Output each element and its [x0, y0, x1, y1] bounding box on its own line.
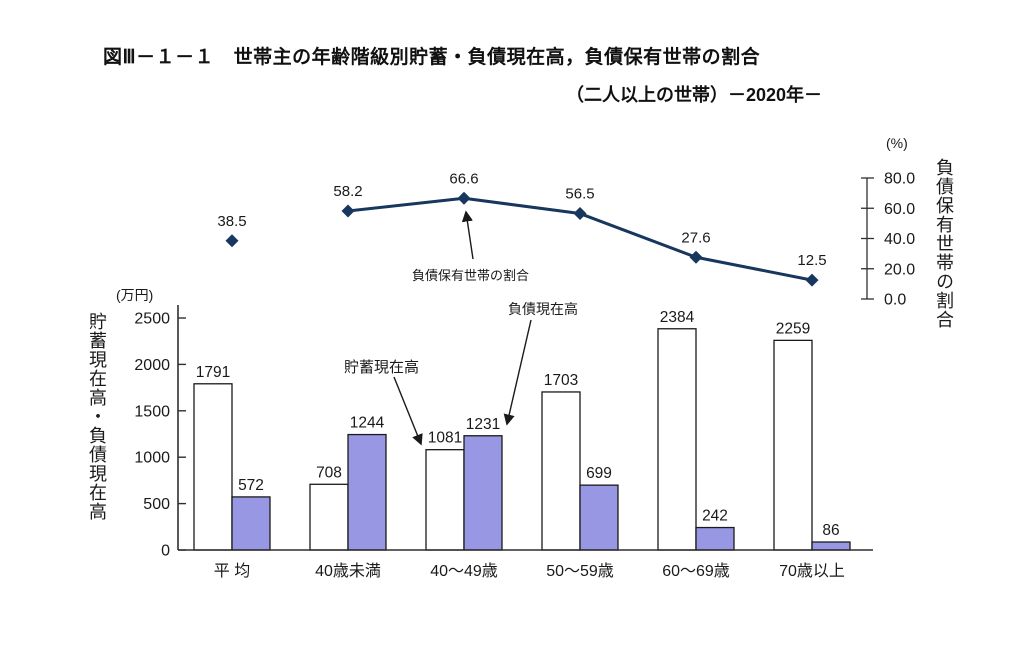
annotation-arrow-ratio: [461, 210, 474, 260]
figure-title: 図Ⅲ－１－１ 世帯主の年齢階級別貯蓄・負債現在高，負債保有世帯の割合: [103, 47, 761, 68]
debt-bar-2: [463, 435, 503, 551]
left-axis-tick-label-1500: 1500: [134, 403, 170, 420]
category-label-0: 平 均: [214, 562, 250, 580]
ratio-marker-1: [341, 204, 355, 218]
annotation-arrow-debt: [503, 319, 532, 426]
debt-bar-value-2: 1231: [466, 416, 500, 433]
debt-bar-value-4: 242: [702, 508, 728, 525]
ratio-point-value-2: 66.6: [449, 170, 478, 187]
left-axis-tick-label-500: 500: [143, 496, 170, 513]
left-axis-tick-label-0: 0: [161, 543, 170, 560]
ratio-marker-4: [689, 250, 703, 264]
ratio-marker-0: [225, 234, 239, 248]
ratio-point-value-4: 27.6: [681, 229, 710, 246]
category-label-2: 40～49歳: [430, 562, 498, 580]
debt-bar-3: [579, 484, 619, 551]
left-axis-tick-label-2000: 2000: [134, 357, 170, 374]
right-axis-tick-label-4: 80.0: [884, 171, 915, 188]
savings-bar-value-3: 1703: [544, 372, 578, 389]
debt-bar-1: [347, 433, 387, 551]
ratio-point-value-0: 38.5: [217, 213, 246, 230]
annotation-debt: 負債現在高: [508, 301, 578, 317]
debt-bar-value-3: 699: [586, 465, 612, 482]
savings-bar-value-4: 2384: [660, 309, 695, 326]
ratio-marker-5: [805, 273, 819, 287]
ratio-marker-3: [573, 207, 587, 221]
savings-bar-value-2: 1081: [428, 430, 462, 447]
ratio-point-value-3: 56.5: [565, 186, 594, 203]
right-axis-tick-label-1: 20.0: [884, 261, 915, 278]
debt-bar-value-1: 1244: [350, 415, 385, 432]
category-label-3: 50～59歳: [546, 562, 614, 580]
debt-bar-value-5: 86: [822, 522, 839, 539]
category-label-4: 60～69歳: [662, 562, 730, 580]
figure-subtitle: （二人以上の世帯）－2020年－: [566, 85, 823, 105]
savings-bar-2: [425, 449, 465, 551]
left-axis-unit: (万円): [116, 287, 154, 303]
category-label-5: 70歳以上: [779, 562, 845, 580]
category-label-1: 40歳未満: [315, 562, 381, 580]
debt-bar-5: [811, 541, 851, 551]
annotation-savings: 貯蓄現在高: [344, 359, 420, 376]
debt-bar-value-0: 572: [238, 477, 264, 494]
savings-bar-value-5: 2259: [776, 320, 810, 337]
annotation-arrow-savings: [393, 376, 423, 446]
right-axis-tick-label-3: 60.0: [884, 201, 915, 218]
savings-bar-3: [541, 391, 581, 551]
annotation-debt-ratio: 負債保有世帯の割合: [412, 268, 530, 283]
ratio-point-value-1: 58.2: [333, 183, 362, 200]
savings-bar-1: [309, 483, 349, 551]
debt-bar-0: [231, 496, 271, 551]
ratio-point-value-5: 12.5: [797, 252, 826, 269]
right-axis-unit: (%): [886, 135, 908, 151]
left-axis-tick-label-1000: 1000: [134, 450, 170, 467]
left-axis-tick-label-2500: 2500: [134, 311, 170, 328]
debt-bar-4: [695, 526, 735, 551]
ratio-marker-2: [457, 191, 471, 205]
savings-bar-4: [657, 328, 697, 551]
savings-bar-value-0: 1791: [196, 364, 230, 381]
right-axis-title: 負債保有世帯の割合: [934, 158, 954, 329]
savings-bar-5: [773, 339, 813, 551]
right-axis-tick-label-2: 40.0: [884, 231, 915, 248]
savings-bar-value-1: 708: [316, 464, 342, 481]
right-axis-tick-label-0: 0.0: [884, 292, 906, 309]
left-axis-title: 貯蓄現在高・負債現在高: [87, 312, 107, 521]
savings-bar-0: [193, 383, 233, 551]
